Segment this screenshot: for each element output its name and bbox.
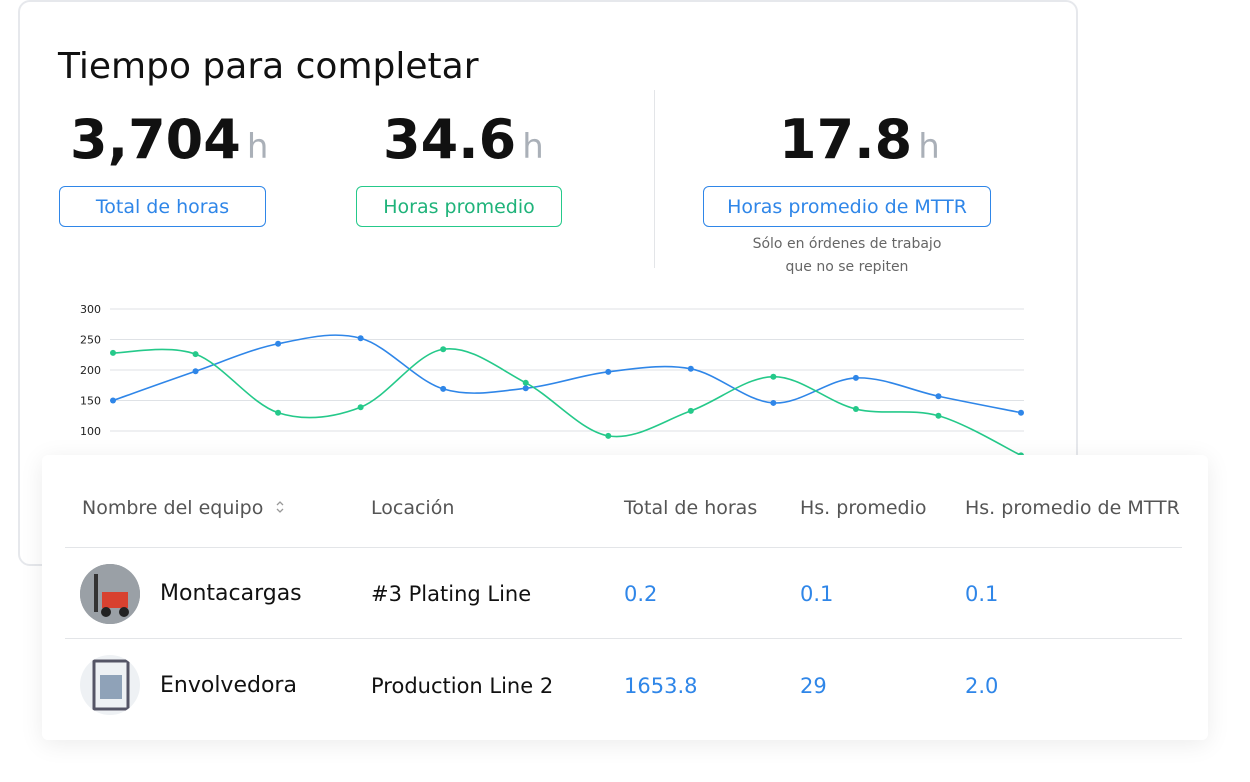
- metric: 17.8 h: [779, 108, 940, 171]
- row-divider: [65, 638, 1182, 639]
- data-point: [440, 385, 447, 392]
- metric-value: 3,704: [70, 108, 241, 171]
- y-tick-label: 250: [80, 334, 101, 347]
- data-point: [852, 406, 859, 413]
- data-point: [935, 393, 942, 400]
- metric-value: 17.8: [779, 108, 913, 171]
- metric-unit: h: [918, 127, 940, 167]
- metric-badge[interactable]: Horas promedio de MTTR: [703, 186, 991, 227]
- metric-unit: h: [522, 127, 544, 167]
- data-point: [357, 404, 364, 411]
- card-title: Tiempo para completar: [58, 46, 479, 87]
- data-point: [605, 432, 612, 439]
- data-point: [275, 340, 282, 347]
- column-header: Total de horas: [624, 497, 758, 519]
- metric-badge[interactable]: Total de horas: [59, 186, 266, 227]
- data-point: [275, 409, 282, 416]
- series-line: [112, 334, 1022, 414]
- data-point: [770, 373, 777, 380]
- data-point: [605, 368, 612, 375]
- y-tick-label: 150: [80, 395, 101, 408]
- data-point: [357, 335, 364, 342]
- metric: 3,704 h: [70, 108, 268, 171]
- y-tick-label: 200: [80, 364, 101, 377]
- data-point: [440, 346, 447, 353]
- location: Production Line 2: [371, 674, 554, 698]
- metric: 34.6 h: [383, 108, 544, 171]
- header-text: Nombre del equipo: [82, 497, 264, 519]
- data-point: [687, 365, 694, 372]
- data-point: [770, 399, 777, 406]
- sort-icon[interactable]: [275, 500, 285, 514]
- data-point: [522, 379, 529, 386]
- data-point: [1018, 409, 1024, 416]
- mttr-hours: 2.0: [965, 674, 999, 698]
- data-point: [687, 407, 694, 414]
- data-point: [935, 412, 942, 419]
- metric-value: 34.6: [383, 108, 517, 171]
- equipment-table: [42, 455, 1208, 740]
- divider: [654, 90, 655, 268]
- y-tick-label: 300: [80, 303, 101, 316]
- equipment-avatar: [80, 564, 140, 624]
- location: #3 Plating Line: [371, 582, 532, 606]
- data-point: [110, 349, 116, 356]
- avg-hours: 29: [800, 674, 827, 698]
- data-point: [192, 368, 199, 375]
- avg-hours: 0.1: [800, 582, 834, 606]
- total-hours: 1653.8: [624, 674, 698, 698]
- total-hours: 0.2: [624, 582, 658, 606]
- column-header[interactable]: Nombre del equipo: [82, 497, 285, 519]
- column-header: Hs. promedio de MTTR: [965, 497, 1180, 519]
- metric-badge[interactable]: Horas promedio: [356, 186, 562, 227]
- mttr-hours: 0.1: [965, 582, 999, 606]
- line-chart: 100 150 200 250 300: [80, 303, 1024, 459]
- metric-unit: h: [246, 127, 269, 167]
- column-header: Locación: [371, 497, 455, 519]
- data-point: [110, 397, 116, 404]
- note-line: Sólo en órdenes de trabajo: [752, 236, 942, 252]
- column-header: Hs. promedio: [800, 497, 927, 519]
- data-point: [522, 385, 529, 392]
- equipment-name[interactable]: Envolvedora: [160, 673, 297, 698]
- row-divider: [65, 547, 1182, 548]
- equipment-avatar: [80, 655, 140, 715]
- series-line: [112, 348, 1022, 457]
- data-point: [852, 374, 859, 381]
- data-point: [192, 351, 199, 358]
- equipment-name[interactable]: Montacargas: [160, 581, 302, 606]
- y-tick-label: 100: [80, 425, 101, 438]
- note-line: que no se repiten: [785, 259, 909, 275]
